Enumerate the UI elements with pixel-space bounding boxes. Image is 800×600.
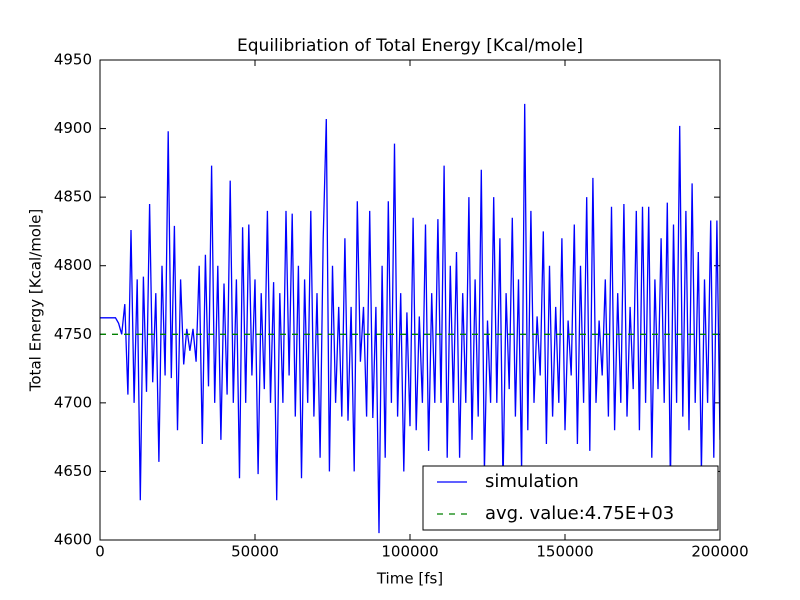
y-tick-label: 4650 (54, 462, 92, 480)
series-line (100, 103, 720, 534)
y-tick-label: 4700 (54, 393, 92, 411)
y-axis-label: Total Energy [Kcal/mole] (27, 209, 45, 392)
legend-box (422, 465, 719, 531)
x-tick-label: 100000 (381, 543, 438, 561)
x-tick-label: 150000 (536, 543, 593, 561)
x-tick-label: 0 (95, 543, 105, 561)
chart-title: Equilibriation of Total Energy [Kcal/mol… (237, 36, 583, 56)
legend-label: simulation (485, 471, 579, 492)
y-tick-label: 4600 (54, 531, 92, 549)
plot-frame (99, 59, 721, 541)
y-tick-label: 4800 (54, 256, 92, 274)
y-tick-label: 4850 (54, 188, 92, 206)
y-tick-label: 4750 (54, 325, 92, 343)
x-axis-label: Time [fs] (376, 570, 443, 588)
x-tick-label: 50000 (231, 543, 279, 561)
y-tick-label: 4950 (54, 51, 92, 69)
legend-label: avg. value:4.75E+03 (485, 503, 674, 524)
x-tick-label: 200000 (691, 543, 748, 561)
y-tick-label: 4900 (54, 119, 92, 137)
